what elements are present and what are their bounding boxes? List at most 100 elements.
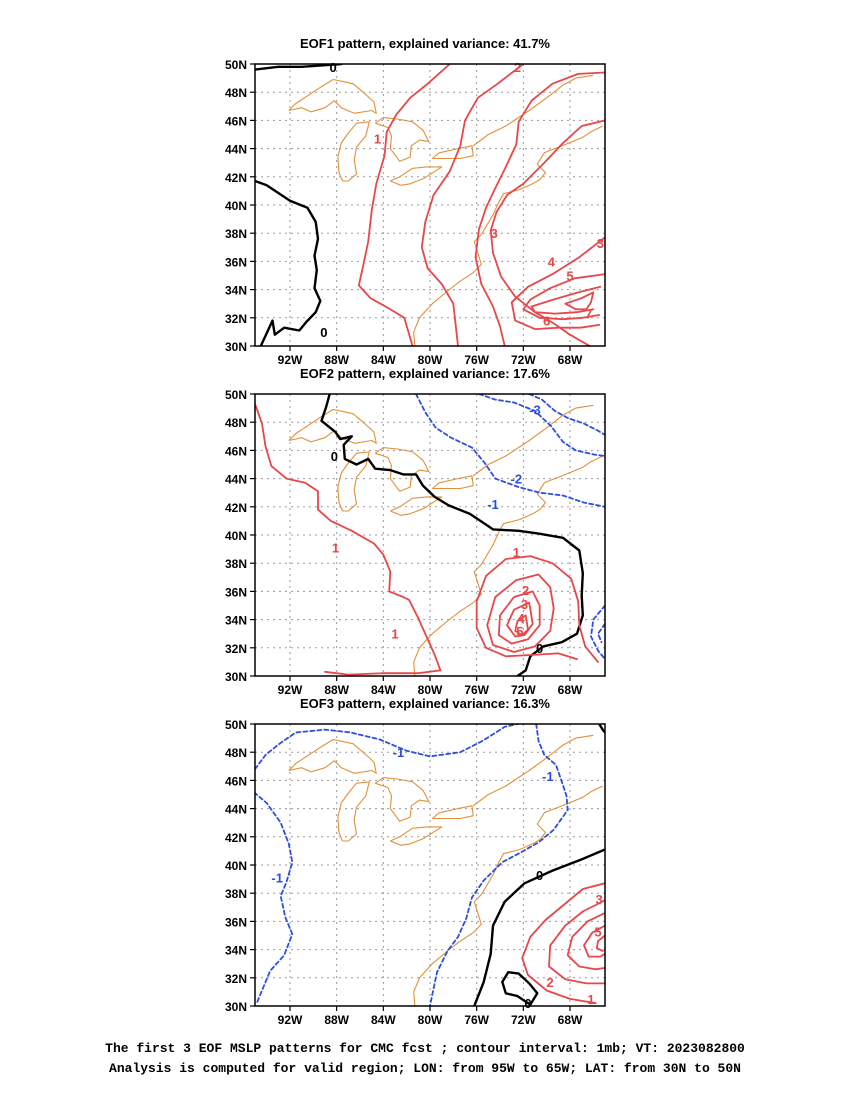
lat-label: 46N	[225, 774, 247, 788]
positive-contour	[514, 614, 529, 636]
lat-label: 40N	[225, 199, 247, 213]
lon-label: 80W	[418, 683, 443, 697]
lon-label: 76W	[464, 1013, 489, 1027]
positive-contour	[486, 573, 555, 653]
positive-contour	[566, 912, 605, 971]
coastline	[472, 734, 594, 807]
panel-title: EOF2 pattern, explained variance: 17.6%	[300, 366, 550, 381]
lon-label: 68W	[558, 1013, 583, 1027]
lat-label: 50N	[225, 58, 247, 72]
contour-label: 1	[374, 132, 381, 147]
lon-label: 92W	[278, 683, 303, 697]
contour-label: 3	[491, 226, 498, 241]
lat-label: 50N	[225, 388, 247, 402]
negative-contour	[255, 792, 294, 1003]
coastline	[472, 404, 594, 477]
positive-contour	[497, 590, 541, 645]
eof-map-svg: EOF1 pattern, explained variance: 41.7% 0…	[225, 36, 606, 367]
negative-contour	[528, 394, 605, 436]
positive-contour	[510, 236, 605, 330]
lat-label: 32N	[225, 972, 247, 986]
contour-label: 5	[566, 269, 573, 284]
coastline	[390, 826, 443, 846]
contour-label: 1	[587, 992, 594, 1007]
gridlines	[255, 64, 605, 346]
positive-contour	[255, 403, 442, 676]
eof1-panel: EOF1 pattern, explained variance: 41.7% 0…	[0, 28, 850, 367]
lon-label: 88W	[324, 683, 349, 697]
zero-contour	[255, 64, 343, 71]
positive-contour	[506, 601, 534, 638]
negative-contour	[415, 394, 605, 508]
coastline	[337, 121, 370, 182]
lat-label: 30N	[225, 340, 247, 354]
lat-label: 34N	[225, 284, 247, 298]
coastline	[390, 166, 443, 186]
contour-label: 3	[597, 236, 604, 251]
positive-contour	[530, 285, 602, 315]
positive-contour	[564, 291, 595, 311]
lat-label: 38N	[225, 557, 247, 571]
lat-label: 48N	[225, 416, 247, 430]
lon-label: 80W	[418, 353, 443, 367]
lon-label: 76W	[464, 353, 489, 367]
contour-label: 1	[332, 541, 339, 556]
footer-description: The first 3 EOF MSLP patterns for CMC fc…	[105, 1041, 745, 1056]
lat-label: 30N	[225, 1000, 247, 1014]
lon-label: 88W	[324, 353, 349, 367]
lat-label: 34N	[225, 944, 247, 958]
zero-contour	[320, 394, 584, 676]
positive-contour	[595, 934, 605, 952]
negative-contour	[255, 724, 519, 770]
lon-label: 68W	[558, 683, 583, 697]
lon-label: 88W	[324, 1013, 349, 1027]
contour-label: -1	[271, 871, 283, 886]
coastline	[337, 451, 370, 512]
contour-label: 4	[548, 254, 556, 269]
coastline	[374, 777, 430, 822]
lat-label: 42N	[225, 171, 247, 185]
zero-contour	[255, 179, 322, 346]
lat-label: 50N	[225, 718, 247, 732]
lon-label: 72W	[511, 353, 536, 367]
positive-contour	[583, 924, 605, 958]
contour-label: 5	[516, 624, 523, 639]
contour-label: 2	[547, 975, 554, 990]
coastline	[413, 125, 603, 346]
lat-label: 46N	[225, 114, 247, 128]
contour-label: 2	[522, 583, 529, 598]
positive-contour	[489, 119, 605, 346]
panel-title: EOF3 pattern, explained variance: 16.3%	[300, 696, 550, 711]
footer-analysis-region: Analysis is computed for valid region; L…	[109, 1061, 741, 1076]
lat-label: 36N	[225, 915, 247, 929]
contour-label: -3	[529, 403, 541, 418]
lat-label: 48N	[225, 86, 247, 100]
coastline	[390, 496, 443, 516]
eof2-panel: EOF2 pattern, explained variance: 17.6% 0…	[0, 358, 850, 697]
contour-label: 0	[330, 60, 337, 75]
gridlines	[255, 724, 605, 1006]
contour-label: 1	[513, 545, 520, 560]
lon-label: 76W	[464, 683, 489, 697]
lon-label: 84W	[371, 1013, 396, 1027]
lat-label: 36N	[225, 585, 247, 599]
positive-contour	[475, 555, 599, 663]
positive-contour	[474, 71, 605, 346]
coastline	[431, 475, 474, 490]
coastline	[288, 78, 377, 114]
coastline	[431, 145, 474, 160]
lon-label: 72W	[511, 1013, 536, 1027]
contour-label: 1	[391, 627, 398, 642]
negative-contour	[590, 604, 605, 660]
lat-label: 38N	[225, 887, 247, 901]
negative-contour	[478, 394, 605, 457]
contour-label: 2	[514, 60, 521, 75]
lat-label: 38N	[225, 227, 247, 241]
contour-label: 5	[594, 924, 601, 939]
lat-label: 30N	[225, 670, 247, 684]
lat-label: 34N	[225, 614, 247, 628]
gridlines	[255, 394, 605, 676]
contour-label: 4	[517, 611, 525, 626]
lat-label: 44N	[225, 473, 247, 487]
lat-label: 32N	[225, 642, 247, 656]
